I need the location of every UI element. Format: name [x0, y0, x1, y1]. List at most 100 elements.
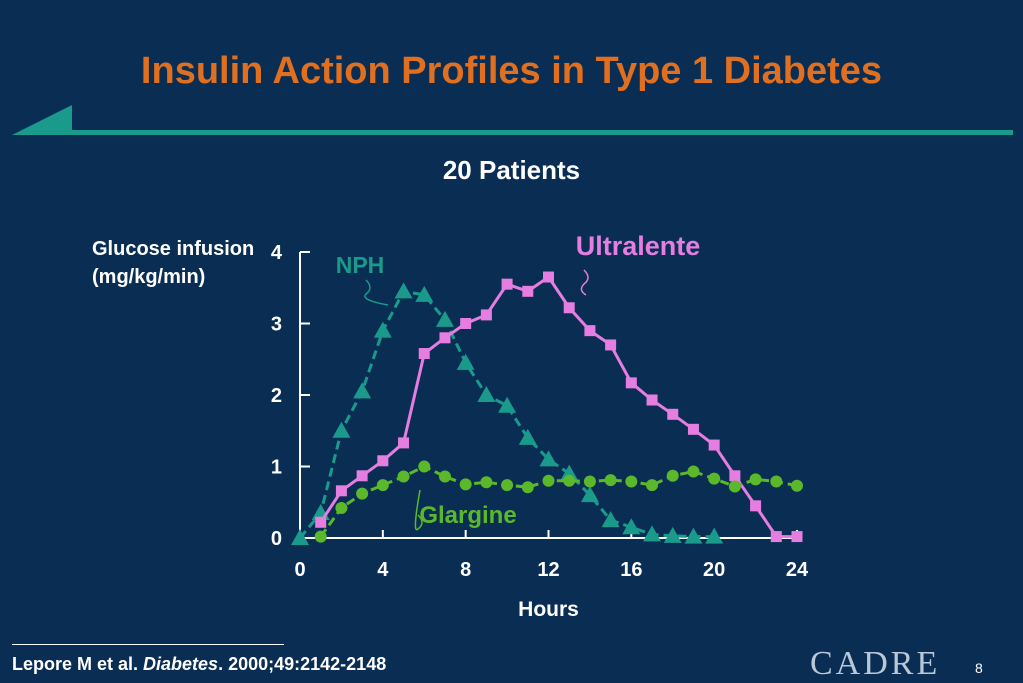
data-point-circle — [646, 479, 659, 492]
data-point-circle — [376, 479, 389, 492]
data-point-square — [791, 531, 803, 543]
data-point-circle — [604, 474, 617, 487]
footnote-divider — [12, 644, 284, 645]
x-tick-label: 8 — [460, 559, 471, 581]
series-glargine — [314, 460, 803, 543]
data-point-square — [750, 500, 762, 512]
data-point-triangle — [332, 421, 351, 438]
callout-squiggle — [580, 269, 589, 296]
data-point-square — [460, 318, 472, 329]
data-point-triangle — [705, 527, 724, 544]
data-point-square — [770, 531, 782, 543]
chart-series — [291, 271, 803, 545]
data-point-circle — [480, 476, 493, 489]
data-point-circle — [770, 475, 783, 488]
data-point-circle — [687, 465, 700, 478]
x-tick-label: 4 — [377, 559, 389, 581]
data-point-triangle — [291, 529, 309, 545]
data-point-triangle — [394, 282, 413, 299]
data-point-triangle — [539, 450, 558, 467]
data-point-triangle — [498, 396, 517, 413]
data-point-square — [708, 439, 720, 451]
slide-title: Insulin Action Profiles in Type 1 Diabet… — [140, 50, 883, 92]
cadre-logo: CADRE — [810, 645, 941, 682]
data-point-circle — [563, 474, 576, 487]
x-tick-label: 24 — [786, 559, 809, 581]
data-point-triangle — [643, 525, 662, 542]
data-point-triangle — [518, 428, 537, 445]
data-point-square — [418, 348, 430, 360]
series-line — [298, 289, 715, 539]
data-point-circle — [438, 470, 451, 483]
data-point-circle — [791, 479, 803, 492]
data-point-circle — [501, 479, 514, 492]
data-point-square — [315, 516, 327, 528]
data-point-triangle — [622, 518, 641, 535]
data-point-triangle — [373, 321, 392, 338]
series-ultralente — [315, 271, 803, 543]
data-point-triangle — [456, 353, 475, 370]
x-tick-label: 12 — [537, 559, 559, 581]
data-point-square — [480, 309, 492, 321]
data-point-triangle — [477, 386, 496, 402]
data-point-square — [605, 339, 617, 351]
series-label-nph: NPH — [336, 252, 385, 278]
data-point-square — [522, 285, 534, 297]
data-point-triangle — [560, 464, 579, 481]
data-point-triangle — [435, 310, 454, 327]
title-underline — [70, 130, 1013, 135]
y-tick-label: 1 — [271, 457, 282, 479]
series-label-ultralente: Ultralente — [576, 231, 701, 261]
data-point-circle — [356, 487, 369, 500]
data-point-circle — [397, 470, 410, 483]
data-point-triangle — [580, 486, 599, 503]
data-point-triangle — [601, 511, 620, 528]
data-point-triangle — [353, 382, 372, 399]
data-point-circle — [314, 530, 327, 543]
data-point-circle — [625, 475, 638, 488]
data-point-circle — [459, 478, 472, 491]
x-axis-label: Hours — [518, 598, 579, 621]
page-number: 8 — [975, 660, 983, 676]
data-point-square — [398, 437, 410, 449]
data-point-square — [646, 394, 658, 406]
chart-subtitle: 20 Patients — [442, 155, 581, 185]
y-tick-label: 0 — [271, 528, 282, 550]
data-point-square — [687, 423, 699, 435]
citation-details: . 2000;49:2142-2148 — [218, 654, 387, 674]
data-point-circle — [583, 475, 596, 488]
data-point-circle — [521, 481, 534, 494]
data-point-circle — [728, 480, 741, 493]
data-point-square — [543, 271, 554, 283]
citation: Lepore M et al. Diabetes. 2000;49:2142-2… — [12, 654, 386, 675]
data-point-square — [501, 278, 513, 290]
data-point-square — [563, 302, 575, 314]
title-accent-wedge — [12, 105, 72, 135]
data-point-circle — [749, 473, 762, 486]
data-point-triangle — [415, 285, 434, 302]
y-tick-label: 4 — [271, 242, 283, 264]
data-point-square — [377, 455, 389, 467]
x-tick-label: 16 — [620, 559, 642, 581]
data-point-square — [667, 408, 679, 420]
data-point-square — [584, 325, 596, 337]
citation-authors: Lepore M et al. — [12, 654, 144, 674]
data-point-square — [439, 332, 451, 344]
y-tick-label: 3 — [271, 314, 282, 336]
y-axis-label: Glucose infusion (mg/kg/min) — [92, 238, 255, 288]
chart-labels: NPH Ultralente Glargine — [336, 231, 701, 531]
x-tick-label: 20 — [703, 559, 725, 581]
data-point-circle — [542, 474, 555, 487]
callout-squiggle — [364, 279, 389, 306]
data-point-square — [335, 485, 347, 497]
callout-squiggle — [414, 489, 423, 531]
citation-journal: Diabetes — [143, 654, 219, 674]
series-label-glargine: Glargine — [419, 502, 516, 529]
data-point-triangle — [663, 526, 682, 543]
series-line — [319, 464, 798, 538]
data-point-circle — [666, 469, 679, 482]
data-point-circle — [418, 460, 431, 473]
data-point-triangle — [684, 527, 703, 544]
data-point-circle — [335, 501, 348, 514]
